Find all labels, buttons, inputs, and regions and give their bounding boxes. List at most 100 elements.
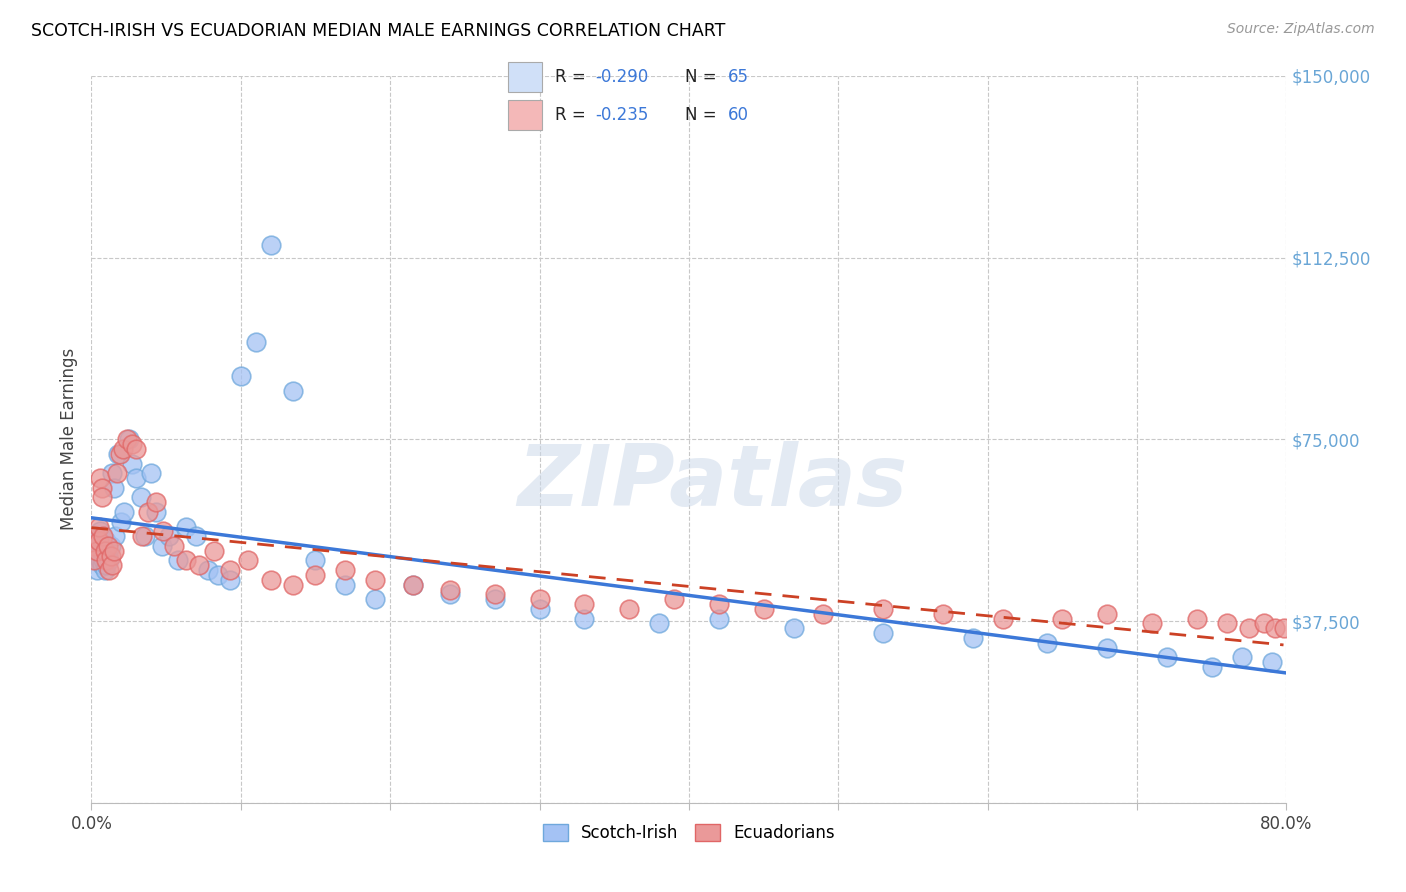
Point (87, 534, 110, 549)
Point (335, 563, 357, 577)
Point (83, 534, 105, 549)
Point (87, 519, 110, 533)
Point (1185, 612, 1208, 626)
Point (125, 471, 148, 485)
Point (707, 612, 730, 626)
Point (86, 543, 108, 558)
Point (93, 549, 115, 563)
Point (1230, 650, 1253, 665)
Point (101, 558, 124, 573)
Point (1201, 660, 1223, 674)
Point (1036, 636, 1059, 650)
Point (401, 578, 423, 592)
Point (219, 563, 242, 577)
Point (162, 539, 184, 553)
Point (401, 578, 423, 592)
Point (157, 529, 180, 543)
Point (662, 592, 685, 607)
Point (1097, 607, 1119, 621)
Point (93, 553, 115, 567)
Point (90, 558, 112, 573)
Point (96, 534, 118, 549)
Point (94, 543, 117, 558)
Point (83, 553, 105, 567)
Point (86, 563, 108, 577)
Point (98, 553, 121, 567)
Point (439, 587, 461, 601)
Point (89, 471, 111, 485)
Point (188, 558, 211, 573)
Point (145, 505, 167, 519)
Point (90, 491, 112, 505)
Point (94, 543, 117, 558)
Bar (509, 62, 543, 92)
Point (121, 437, 143, 451)
Point (782, 621, 804, 635)
Point (174, 553, 197, 567)
Point (108, 447, 131, 461)
Bar (509, 100, 543, 130)
Point (96, 558, 118, 573)
Point (872, 602, 894, 616)
Point (932, 607, 955, 621)
Point (619, 602, 641, 616)
Point (574, 597, 596, 611)
Point (1260, 655, 1282, 669)
Point (90, 481, 112, 495)
Point (84, 553, 107, 567)
Point (174, 519, 197, 533)
Point (167, 553, 190, 567)
Point (150, 539, 173, 553)
Point (304, 553, 326, 567)
Point (125, 442, 148, 456)
Point (86, 543, 108, 558)
Point (335, 578, 357, 592)
Legend: Scotch-Irish, Ecuadorians: Scotch-Irish, Ecuadorians (536, 817, 842, 849)
Point (219, 573, 242, 587)
Point (238, 553, 260, 567)
Point (100, 539, 122, 553)
Point (110, 515, 132, 529)
Text: 60: 60 (728, 106, 749, 124)
Text: -0.235: -0.235 (595, 106, 648, 124)
Point (439, 582, 461, 597)
Point (104, 529, 127, 543)
Point (1140, 616, 1163, 631)
Point (364, 592, 387, 607)
Point (259, 573, 281, 587)
Point (529, 602, 551, 616)
Point (1237, 621, 1260, 635)
Point (229, 369, 252, 384)
Point (134, 529, 156, 543)
Point (1052, 612, 1074, 626)
Point (98, 563, 121, 577)
Text: 65: 65 (728, 68, 749, 86)
Point (1253, 616, 1275, 631)
Point (94, 563, 117, 577)
Point (84, 529, 107, 543)
Point (752, 602, 775, 616)
Point (100, 549, 122, 563)
Point (101, 467, 124, 481)
Point (103, 543, 125, 558)
Point (648, 616, 671, 631)
Point (484, 592, 506, 607)
Point (145, 495, 167, 509)
Point (118, 432, 141, 446)
Point (202, 543, 225, 558)
Text: SCOTCH-IRISH VS ECUADORIAN MEDIAN MALE EARNINGS CORRELATION CHART: SCOTCH-IRISH VS ECUADORIAN MEDIAN MALE E… (31, 22, 725, 40)
Point (89, 553, 111, 567)
Point (991, 612, 1014, 626)
Point (364, 573, 387, 587)
Point (107, 447, 129, 461)
Point (103, 481, 125, 495)
Point (259, 238, 281, 252)
Point (529, 592, 551, 607)
Point (90, 539, 112, 553)
Point (131, 529, 153, 543)
Point (707, 597, 730, 611)
Point (1097, 640, 1119, 655)
Point (87, 549, 110, 563)
Point (1156, 650, 1178, 665)
Point (813, 607, 835, 621)
